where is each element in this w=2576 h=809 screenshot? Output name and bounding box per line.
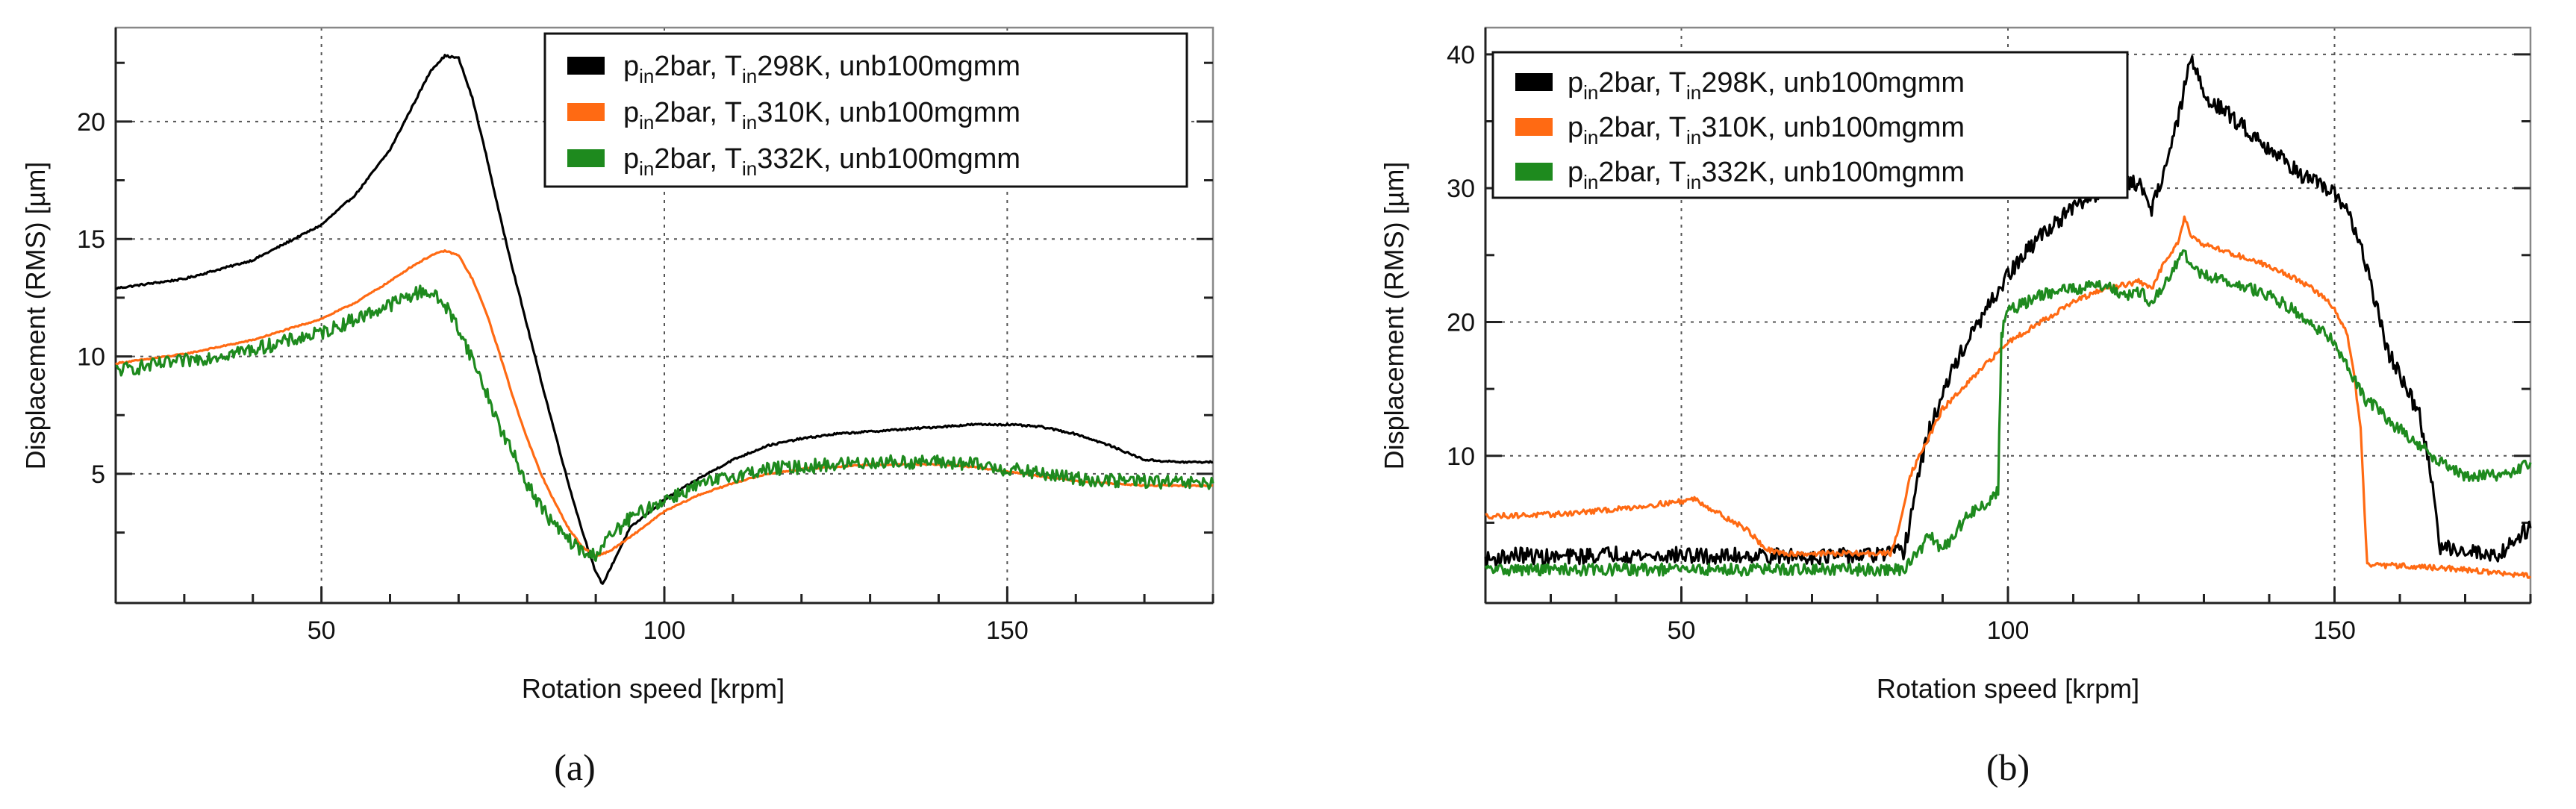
- chart-b-legend-box: [1491, 51, 2129, 199]
- chart-a-series: [115, 54, 1214, 585]
- chart-b-legend-swatch-2: [1515, 118, 1553, 136]
- chart-a-legend-items: pin2bar, Tin298K, unb100mgmm pin2bar, Tin…: [567, 51, 1020, 180]
- chart-a-x-axis-label: Rotation speed [krpm]: [522, 673, 785, 704]
- chart-a-legend: pin2bar, Tin298K, unb100mgmm pin2bar, Tin…: [543, 32, 1188, 188]
- chart-a-x-tick-label: 100: [643, 616, 686, 645]
- chart-b-y-axis-label: Displacement (RMS) [µm]: [1379, 162, 1409, 470]
- chart-b-y-tick-label: 30: [1447, 175, 1475, 203]
- chart-a-x-tick-label: 50: [308, 616, 336, 645]
- chart-a-legend-swatch-1: [567, 57, 605, 75]
- chart-b-panel-label: (b): [1986, 746, 2030, 788]
- chart-a-ticks: 50 100 150 5 10 15 20: [77, 61, 1214, 645]
- chart-a-legend-swatch-2: [567, 103, 605, 121]
- chart-b-series-line-1: [1484, 54, 2532, 569]
- chart-a-y-axis-label: Displacement (RMS) [µm]: [20, 162, 51, 470]
- chart-b-series-line-2: [1485, 215, 2532, 579]
- chart-b-legend: pin2bar, Tin298K, unb100mgmm pin2bar, Tin…: [1491, 51, 2129, 199]
- chart-a-y-tick-label: 15: [77, 225, 105, 254]
- chart-b-x-axis-label: Rotation speed [krpm]: [1877, 673, 2139, 704]
- chart-a-legend-label-2: pin2bar, Tin310K, unb100mgmm: [623, 97, 1020, 134]
- chart-a-x-tick-label: 150: [986, 616, 1029, 645]
- chart-a-series-line-3: [115, 284, 1214, 562]
- chart-b-series: [1484, 54, 2532, 579]
- chart-b-legend-label-1: pin2bar, Tin298K, unb100mgmm: [1568, 67, 1965, 104]
- chart-b-series-line-3: [1484, 249, 2532, 577]
- chart-b-legend-items: pin2bar, Tin298K, unb100mgmm pin2bar, Tin…: [1515, 67, 1965, 193]
- chart-b-y-tick-label: 10: [1447, 443, 1475, 471]
- chart-b-y-tick-label: 40: [1447, 41, 1475, 69]
- chart-b-x-tick-label: 150: [2313, 616, 2356, 645]
- chart-b-x-tick-label: 100: [1987, 616, 2030, 645]
- chart-a-legend-swatch-3: [567, 149, 605, 167]
- chart-a-legend-label-3: pin2bar, Tin332K, unb100mgmm: [623, 143, 1020, 180]
- chart-a-y-tick-label: 20: [77, 108, 105, 137]
- chart-b: 50 100 150 10 20 30 40 Rotation speed [krpm] D…: [1379, 26, 2532, 788]
- chart-a-y-tick-label: 10: [77, 343, 105, 372]
- chart-b-legend-label-2: pin2bar, Tin310K, unb100mgmm: [1568, 112, 1965, 149]
- chart-b-legend-label-3: pin2bar, Tin332K, unb100mgmm: [1568, 157, 1965, 193]
- chart-a-legend-label-1: pin2bar, Tin298K, unb100mgmm: [623, 51, 1020, 87]
- chart-b-x-tick-label: 50: [1668, 616, 1696, 645]
- chart-b-y-tick-label: 20: [1447, 308, 1475, 337]
- chart-a-panel-label: (a): [554, 746, 596, 788]
- chart-b-legend-swatch-1: [1515, 73, 1553, 91]
- chart-a-legend-box: [543, 32, 1188, 188]
- chart-a-y-tick-label: 5: [91, 460, 105, 489]
- chart-b-legend-swatch-3: [1515, 163, 1553, 181]
